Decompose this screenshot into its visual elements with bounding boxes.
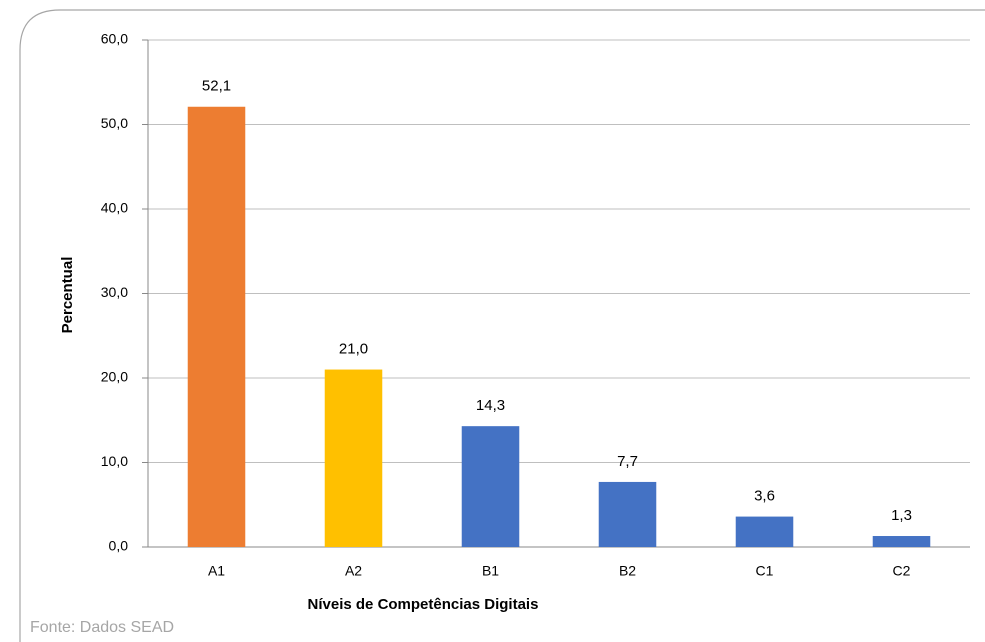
bar [324, 369, 383, 547]
x-tick-label: A2 [345, 563, 362, 579]
data-label: 21,0 [339, 341, 368, 358]
data-label: 14,3 [476, 397, 505, 414]
data-label: 3,6 [754, 488, 775, 505]
y-tick-label: 0,0 [109, 538, 129, 554]
x-tick-label: A1 [208, 563, 225, 579]
y-tick-label: 40,0 [101, 200, 128, 216]
source-note: Fonte: Dados SEAD [30, 619, 174, 636]
y-tick-label: 50,0 [101, 115, 128, 131]
bar [598, 481, 657, 547]
chart-frame [19, 9, 985, 642]
bar [187, 106, 246, 547]
y-tick-label: 60,0 [101, 31, 128, 47]
y-tick-label: 30,0 [101, 284, 128, 300]
x-tick-label: B1 [482, 563, 499, 579]
x-tick-label: C2 [893, 563, 911, 579]
y-tick-label: 10,0 [101, 453, 128, 469]
data-label: 1,3 [891, 507, 912, 524]
bar [872, 536, 931, 547]
y-axis-label: Percentual [59, 257, 76, 334]
bar [735, 516, 794, 547]
x-tick-label: C1 [756, 563, 774, 579]
x-tick-label: B2 [619, 563, 636, 579]
bar [461, 426, 520, 547]
data-label: 52,1 [202, 78, 231, 95]
x-axis-label: Níveis de Competências Digitais [308, 596, 539, 613]
y-tick-label: 20,0 [101, 369, 128, 385]
data-label: 7,7 [617, 453, 638, 470]
